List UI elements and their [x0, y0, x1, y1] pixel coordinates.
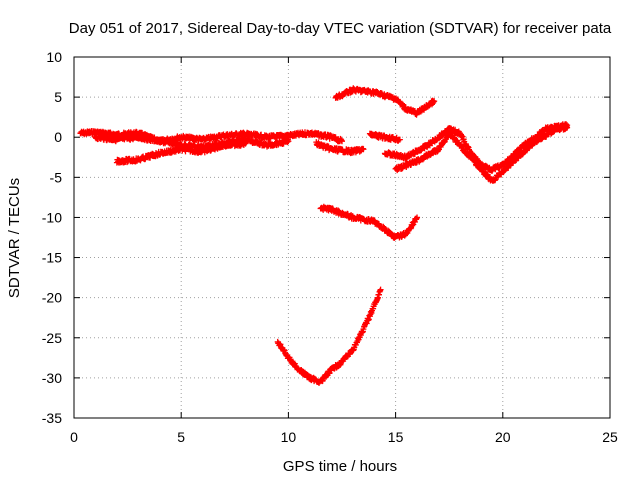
y-tick-label: 5 [54, 89, 62, 105]
data-point-markers [313, 139, 367, 157]
series-arc-4 [313, 139, 367, 157]
series-arc-9 [317, 203, 421, 241]
y-tick-label: -10 [42, 209, 62, 225]
axis-ticks: 0 5 10 15 20 25 10 5 0 -5 -10 -15 -20 -25 -30 -35 [42, 49, 618, 445]
data-point-markers [113, 139, 249, 166]
x-tick-label: 25 [602, 429, 618, 445]
data-point-markers [366, 130, 403, 144]
data-point-markers [381, 121, 571, 174]
data-point-markers [332, 85, 438, 118]
data-point-markers [392, 123, 571, 184]
x-tick-label: 0 [70, 429, 78, 445]
y-tick-label: 0 [54, 129, 62, 145]
chart-title: Day 051 of 2017, Sidereal Day-to-day VTE… [69, 20, 612, 37]
series-arc-6 [366, 130, 403, 144]
y-tick-label: -30 [42, 370, 62, 386]
y-tick-label: -35 [42, 410, 62, 426]
y-tick-label: -5 [50, 169, 63, 185]
x-tick-label: 10 [281, 429, 297, 445]
y-axis-label: SDTVAR / TECUs [6, 178, 23, 298]
series-arc-7 [381, 121, 571, 174]
x-tick-label: 5 [177, 429, 185, 445]
series-arc-5 [332, 85, 438, 118]
data-point-markers [317, 203, 421, 241]
series-arc-10 [274, 286, 384, 386]
plot-frame [73, 56, 611, 419]
series-arc-8 [392, 123, 571, 184]
y-tick-label: -20 [42, 290, 62, 306]
x-tick-label: 20 [495, 429, 511, 445]
y-tick-label: -15 [42, 250, 62, 266]
series-arc-3 [113, 139, 249, 166]
x-tick-label: 15 [388, 429, 404, 445]
y-tick-label: 10 [46, 49, 62, 65]
data-points [77, 85, 571, 386]
x-axis-label: GPS time / hours [283, 458, 397, 475]
y-tick-label: -25 [42, 330, 62, 346]
data-point-markers [274, 286, 384, 386]
